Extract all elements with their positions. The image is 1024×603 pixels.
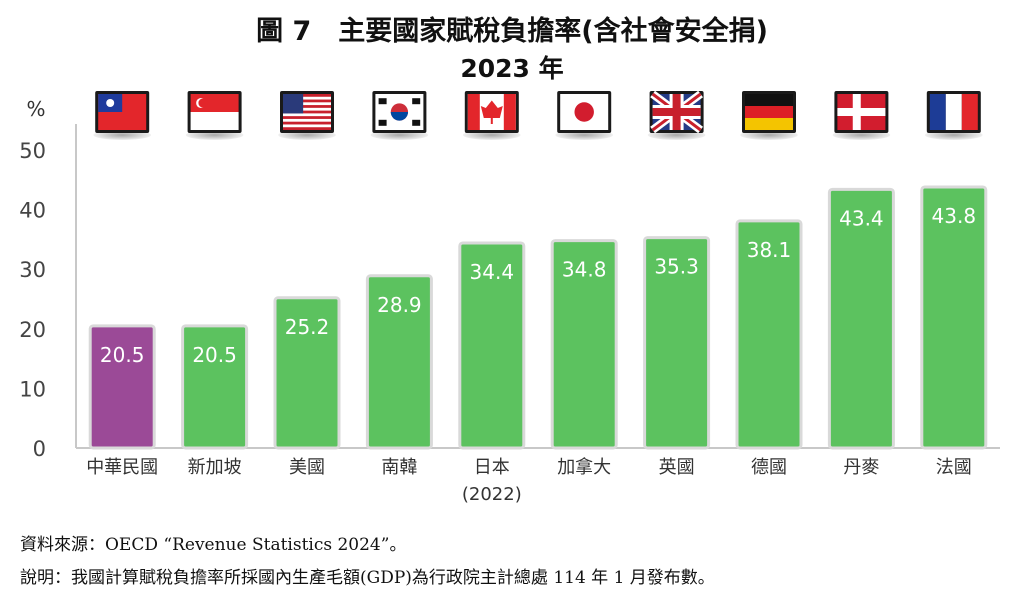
bar-value-label: 43.8 [932, 204, 977, 228]
france-flag-icon [925, 91, 983, 140]
taiwan-flag-icon [93, 91, 151, 140]
chart-subtitle: 2023 年 [460, 54, 564, 83]
x-category-label: 英國 [659, 457, 695, 478]
bar [181, 324, 249, 450]
bar-value-label: 38.1 [747, 238, 792, 262]
y-tick-label: 20 [19, 318, 46, 342]
y-tick-label: 40 [19, 199, 46, 223]
bar-value-label: 20.5 [100, 343, 145, 367]
korea-flag-icon [370, 91, 429, 140]
x-category-label: 丹麥 [843, 457, 879, 478]
x-category-label: 加拿大 [557, 456, 611, 478]
usa-flag-icon [278, 91, 336, 140]
y-tick-label: 30 [19, 258, 46, 282]
bar [273, 296, 341, 450]
bar [458, 241, 526, 450]
bar-value-label: 28.9 [377, 293, 422, 317]
y-tick-label: 10 [19, 377, 46, 401]
x-category-label: 法國 [936, 457, 972, 478]
bar-value-label: 20.5 [192, 343, 237, 367]
x-category-label: 德國 [751, 457, 787, 478]
singapore-flag-icon [185, 91, 244, 140]
x-category-label: 日本 [474, 457, 510, 478]
bar-value-label: 34.4 [470, 260, 515, 284]
x-category-label: 新加坡 [188, 457, 242, 478]
y-tick-label: 50 [19, 139, 46, 163]
japan-flag-icon [555, 91, 613, 140]
x-category-label: 美國 [289, 457, 325, 478]
bar [365, 274, 433, 450]
bar [827, 187, 895, 450]
source-note: 資料來源：OECD “Revenue Statistics 2024”。 [20, 535, 407, 555]
explanation-note: 說明：我國計算賦稅負擔率所採國內生產毛額(GDP)為行政院主計總處 114 年 … [20, 568, 715, 588]
bar [735, 219, 803, 450]
bar-value-label: 34.8 [562, 258, 607, 282]
y-tick-label: 0 [33, 437, 46, 461]
bar [643, 236, 711, 450]
x-category-label: 中華民國 [86, 457, 158, 478]
x-category-label: 南韓 [381, 457, 417, 478]
bar-value-label: 43.4 [839, 206, 884, 230]
canada-flag-icon [463, 91, 521, 140]
chart-title: 圖 7 主要國家賦稅負擔率(含社會安全捐) [256, 16, 768, 47]
bar [550, 239, 618, 450]
bar-value-label: 35.3 [654, 255, 699, 279]
uk-flag-icon [647, 90, 706, 140]
x-category-note: (2022) [462, 484, 522, 505]
y-axis-unit-label: % [26, 97, 45, 121]
denmark-flag-icon [832, 91, 891, 140]
bar [88, 324, 156, 450]
bar [920, 185, 988, 450]
germany-flag-icon [740, 91, 798, 140]
bar-value-label: 25.2 [285, 315, 330, 339]
